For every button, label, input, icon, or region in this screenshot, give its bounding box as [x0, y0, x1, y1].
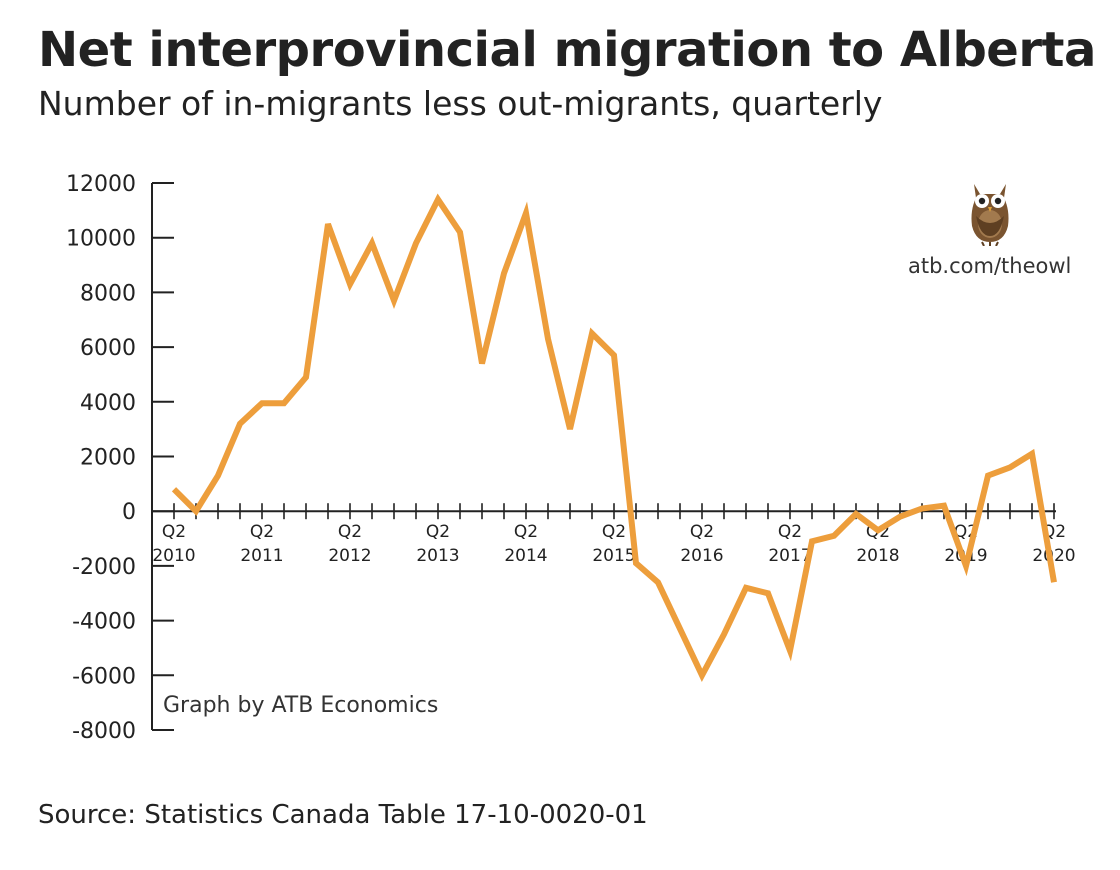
x-tick-label-quarter: Q2 [690, 522, 714, 542]
y-tick-label: 0 [122, 500, 136, 525]
y-tick-label: 12000 [66, 172, 136, 197]
x-tick-label-year: 2011 [240, 546, 283, 566]
series-line [171, 193, 1057, 682]
x-tick-label-year: 2018 [856, 546, 899, 566]
x-tick-label-year: 2015 [592, 546, 635, 566]
y-tick-label: -4000 [72, 610, 136, 635]
chart-title: Net interprovincial migration to Alberta [38, 22, 1096, 78]
x-tick-label-year: 2013 [416, 546, 459, 566]
x-tick-label-year: 2014 [504, 546, 547, 566]
x-tick-label-year: 2017 [768, 546, 811, 566]
y-tick-label: 8000 [80, 281, 136, 306]
credit-url: atb.com/theowl [908, 254, 1072, 278]
chart-annotation: Graph by ATB Economics [163, 693, 438, 718]
y-tick-label: 2000 [80, 446, 136, 471]
y-tick-label: 6000 [80, 336, 136, 361]
y-tick-label: -6000 [72, 664, 136, 689]
y-tick-label: -2000 [72, 555, 136, 580]
x-tick-label-year: 2020 [1032, 546, 1075, 566]
chart-subtitle: Number of in-migrants less out-migrants,… [38, 84, 883, 123]
x-tick-label-quarter: Q2 [162, 522, 186, 542]
owl-icon [971, 184, 1009, 246]
x-tick-label-quarter: Q2 [514, 522, 538, 542]
y-tick-label: -8000 [72, 719, 136, 744]
x-tick-label-year: 2012 [328, 546, 371, 566]
x-tick-label-year: 2010 [152, 546, 195, 566]
source-note: Source: Statistics Canada Table 17-10-00… [38, 800, 648, 830]
y-tick-label: 4000 [80, 391, 136, 416]
x-tick-label-quarter: Q2 [250, 522, 274, 542]
x-tick-label-year: 2016 [680, 546, 723, 566]
x-tick-label-quarter: Q2 [602, 522, 626, 542]
x-tick-label-quarter: Q2 [426, 522, 450, 542]
y-tick-label: 10000 [66, 227, 136, 252]
x-tick-label-quarter: Q2 [778, 522, 802, 542]
x-tick-label-quarter: Q2 [338, 522, 362, 542]
